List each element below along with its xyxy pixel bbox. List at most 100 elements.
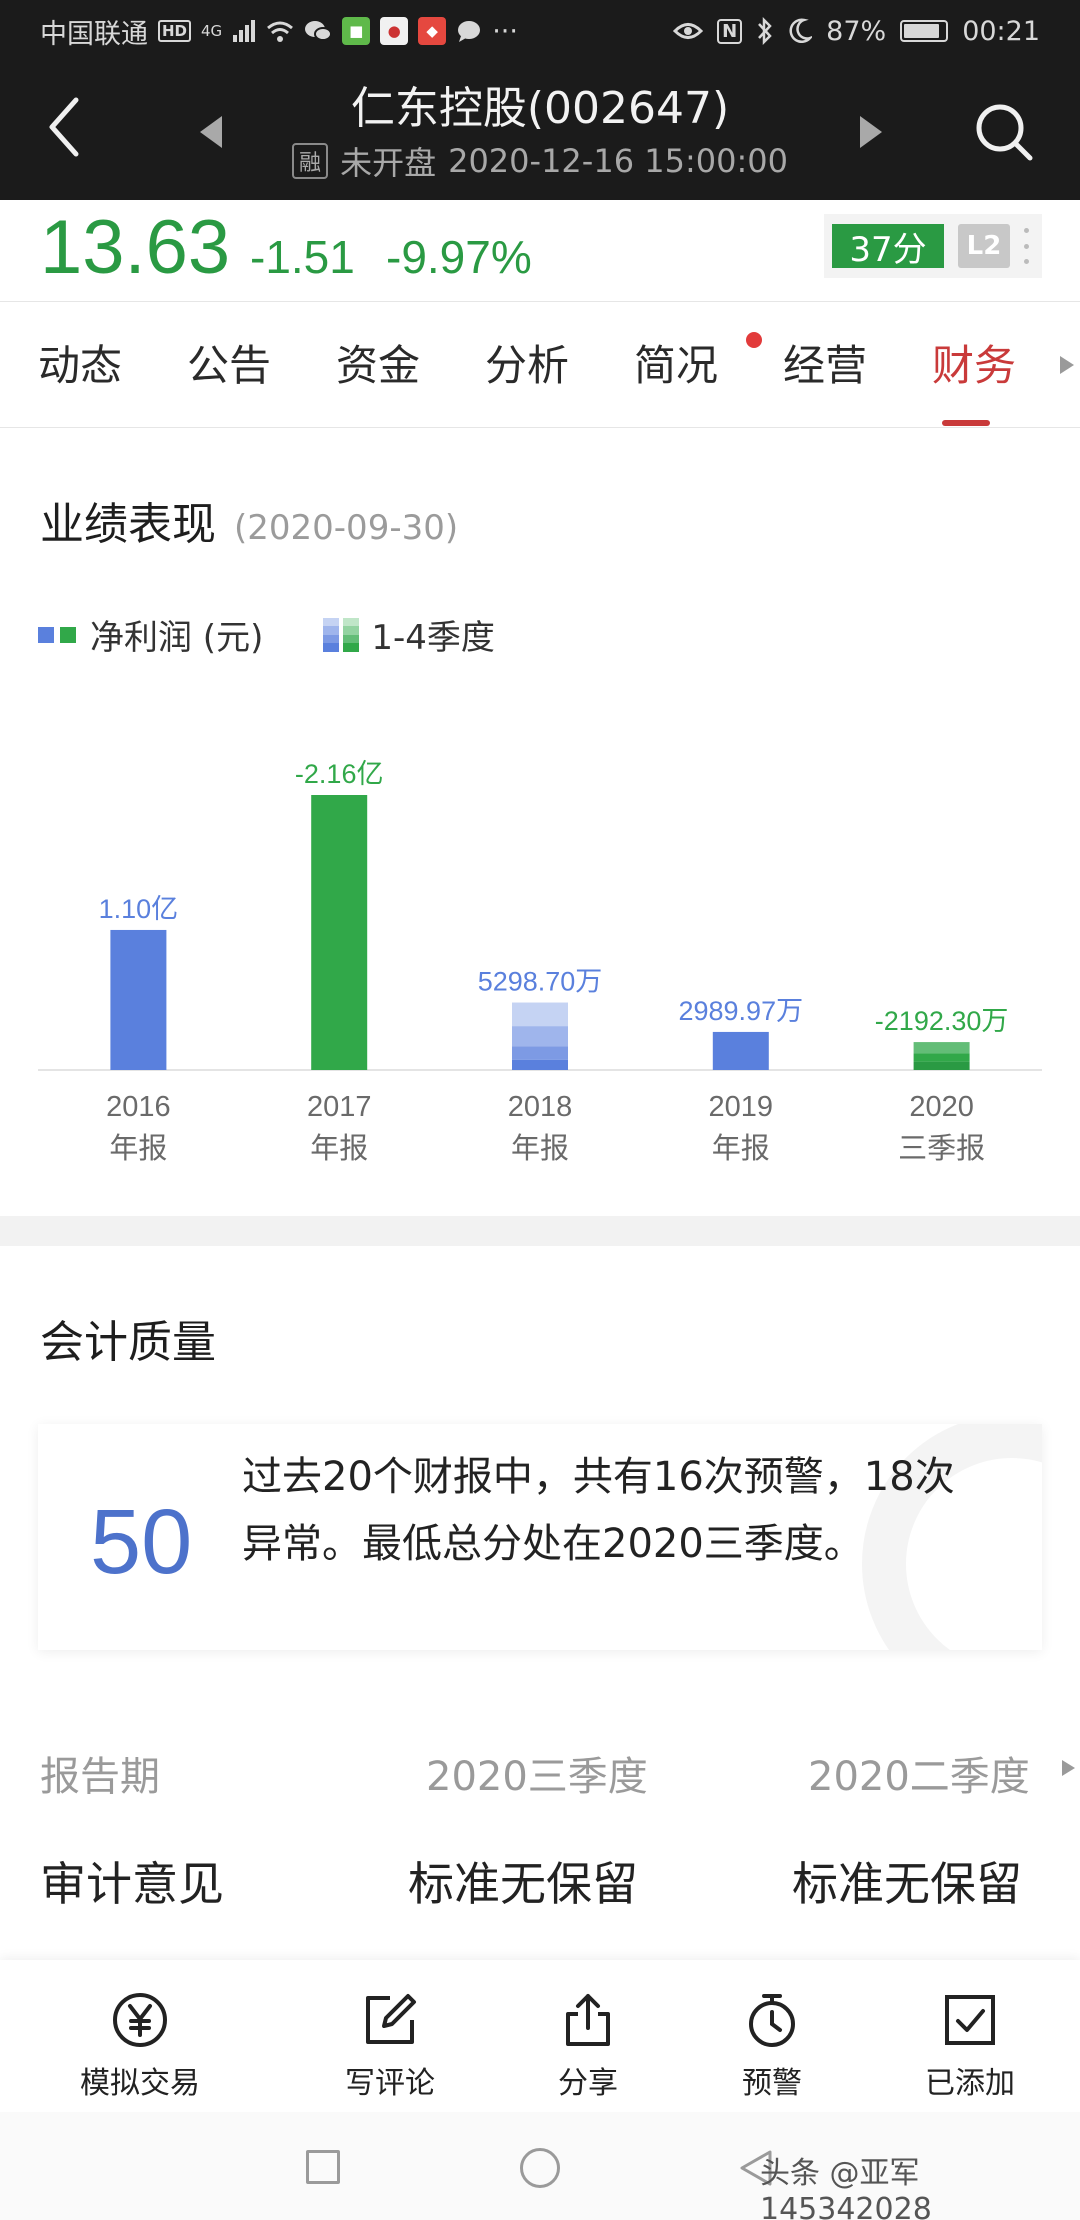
bar-value-label: 1.10亿 [99, 894, 179, 924]
added-watchlist-label: 已添加 [925, 2066, 1015, 2101]
more-options-icon[interactable] [1024, 228, 1030, 264]
check-box-icon [945, 1995, 995, 2045]
tab-analysis[interactable]: 分析 [485, 341, 570, 390]
tab-capital[interactable]: 资金 [336, 341, 421, 390]
wechat-icon [305, 21, 333, 41]
tab-news[interactable]: 动态 [38, 341, 123, 390]
eye-icon [673, 23, 704, 39]
stopwatch-icon [749, 1994, 795, 2047]
wifi-icon [267, 21, 294, 42]
previous-stock-icon[interactable] [196, 102, 226, 162]
diagnosis-score-badge[interactable]: 37分 [832, 224, 944, 270]
price-change-percent: -9.97% [386, 231, 532, 283]
x-axis-tick-label: 年报 [712, 1132, 770, 1165]
alert-label: 预警 [742, 2066, 802, 2101]
x-axis-tick-label: 年报 [511, 1132, 569, 1165]
x-axis-tick-label: 年报 [109, 1132, 167, 1165]
performance-title: 业绩表现 (2020-09-30) [40, 488, 458, 552]
market-state: 未开盘 [340, 144, 437, 182]
tab-operations[interactable]: 经营 [783, 341, 868, 390]
message-icon [458, 21, 481, 42]
bar-segment[interactable] [512, 1059, 568, 1070]
battery-icon [900, 20, 949, 42]
bar-value-label: 2989.97万 [678, 996, 803, 1026]
audit-opinion-col2: 标准无保留 [792, 1857, 1022, 1911]
bar-segment[interactable] [913, 1042, 970, 1054]
net-profit-chart: 1.10亿 2016 年报 -2.16亿 2017 年报 5298.70万 2018 年报 298… [38, 759, 1042, 1165]
performance-date: (2020-09-30) [234, 508, 459, 548]
legend-quarters-swatch [323, 617, 360, 652]
app-icon: ● [380, 17, 409, 45]
x-axis-tick-label: 2018 [508, 1091, 573, 1123]
report-period-col1: 2020三季度 [426, 1754, 648, 1800]
stock-title: 仁东控股(002647) [350, 83, 730, 134]
next-stock-icon[interactable] [856, 102, 886, 162]
back-arrow-icon[interactable] [40, 92, 90, 162]
x-axis-tick-label: 2017 [307, 1091, 372, 1123]
bar[interactable] [110, 929, 167, 1070]
quality-score: 50 [90, 1491, 193, 1593]
app-icon: ◆ [418, 17, 447, 45]
bar-value-label: -2192.30万 [875, 1006, 1009, 1036]
tab-profile[interactable]: 简况 [634, 341, 719, 390]
watermark: 头条 @亚军145342028 [760, 2156, 932, 2220]
market-datetime: 2020-12-16 15:00:00 [448, 142, 788, 180]
tabs-scroll-right-icon[interactable] [1060, 356, 1074, 374]
section-tabs: 动态 公告 资金 分析 简况 经营 财务 [0, 302, 1080, 428]
stock-header: 仁东控股(002647) 融 未开盘 2020-12-16 15:00:00 [0, 62, 1080, 200]
quality-card[interactable]: 50 过去20个财报中，共有16次预警，18次异常。最低总分处在2020三季度。 [38, 1424, 1042, 1650]
write-comment-button[interactable]: 写评论 [300, 1990, 480, 2102]
alert-button[interactable]: 预警 [682, 1990, 862, 2102]
section-divider [0, 1216, 1080, 1246]
audit-opinion-label: 审计意见 [40, 1857, 224, 1911]
recent-apps-icon[interactable] [306, 2150, 340, 2184]
bar-value-label: -2.16亿 [295, 759, 384, 789]
notification-dot [746, 332, 762, 348]
added-watchlist-button[interactable]: 已添加 [880, 1990, 1060, 2102]
tab-announcements[interactable]: 公告 [187, 341, 272, 390]
bar-segment[interactable] [512, 1046, 568, 1060]
legend-profit-label: 净利润 (元) [90, 618, 264, 658]
simulated-trade-button[interactable]: 模拟交易 [50, 1990, 230, 2102]
network-label: 4G [201, 22, 223, 40]
status-bar: 中国联通 HD 4G ■ ● ◆ ··· [0, 0, 1080, 62]
chart-legend: 净利润 (元) 1-4季度 [38, 610, 495, 659]
share-label: 分享 [558, 2066, 618, 2101]
bar[interactable] [712, 1031, 769, 1070]
battery-percent: 87% [826, 15, 887, 47]
bar-segment[interactable] [512, 1002, 568, 1027]
more-icon: ··· [492, 15, 518, 47]
bluetooth-icon [758, 17, 772, 45]
carrier-label: 中国联通 [40, 18, 148, 50]
bar-segment[interactable] [512, 1026, 568, 1047]
x-axis-tick-label: 2016 [106, 1091, 171, 1123]
legend-green-swatch [60, 626, 76, 643]
bar[interactable] [311, 795, 368, 1070]
legend-blue-swatch [38, 626, 54, 643]
x-axis-tick-label: 2019 [709, 1091, 774, 1123]
simulated-trade-label: 模拟交易 [80, 2066, 200, 2101]
moon-icon [789, 18, 813, 43]
score-panel[interactable]: 37分 L2 [824, 214, 1042, 278]
home-icon[interactable] [520, 2148, 560, 2188]
share-icon [566, 1994, 610, 2046]
x-axis-tick-label: 年报 [310, 1132, 368, 1165]
bottom-toolbar: 模拟交易 写评论 分享 预警 [0, 1960, 1080, 2112]
share-button[interactable]: 分享 [498, 1990, 678, 2102]
quote-row: 13.63 -1.51 -9.97% 37分 L2 [0, 200, 1080, 302]
bar-segment[interactable] [913, 1061, 970, 1070]
nfc-icon: N [717, 18, 743, 44]
edit-icon [366, 1994, 416, 2044]
bar-segment[interactable] [913, 1053, 970, 1062]
active-tab-indicator [942, 420, 990, 426]
tab-finance[interactable]: 财务 [932, 341, 1017, 390]
search-icon[interactable] [972, 100, 1036, 164]
current-price: 13.63 [40, 205, 231, 290]
price-change: -1.51 [250, 231, 355, 283]
back-icon[interactable] [736, 2148, 776, 2188]
table-scroll-right-icon[interactable] [1062, 1760, 1075, 1776]
signal-icon [233, 20, 256, 42]
yuan-icon [113, 1993, 167, 2047]
level2-badge[interactable]: L2 [958, 224, 1010, 268]
